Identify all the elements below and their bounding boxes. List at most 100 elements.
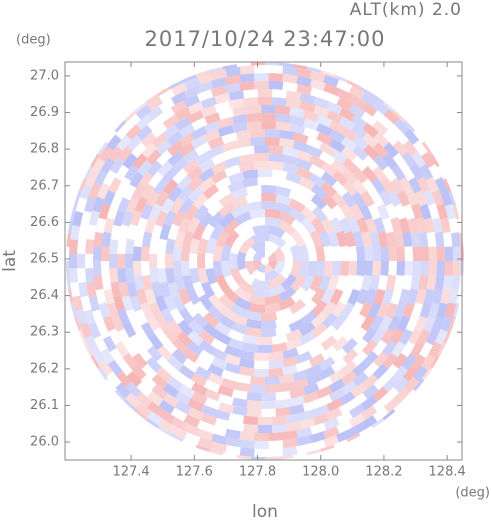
echo-cell bbox=[340, 301, 355, 319]
echo-cell bbox=[177, 288, 192, 305]
echo-cell bbox=[431, 189, 445, 207]
echo-cell bbox=[328, 369, 346, 384]
echo-cell bbox=[367, 203, 381, 220]
echo-cell bbox=[165, 253, 174, 269]
echo-cell bbox=[183, 94, 200, 108]
echo-cell bbox=[114, 340, 130, 358]
y-tick-label: 26.6 bbox=[30, 215, 59, 230]
echo-cell bbox=[159, 281, 172, 298]
echo-cell bbox=[409, 163, 424, 181]
echo-cell bbox=[109, 253, 118, 269]
echo-cell bbox=[298, 261, 309, 278]
echo-cell bbox=[338, 116, 356, 131]
echo-cell bbox=[278, 129, 295, 141]
echo-cell bbox=[336, 97, 353, 111]
echo-cell bbox=[122, 152, 138, 170]
echo-cell bbox=[215, 230, 230, 248]
echo-cell bbox=[173, 261, 183, 277]
echo-cell bbox=[275, 390, 291, 401]
echo-cell bbox=[242, 342, 259, 353]
echo-cell bbox=[197, 428, 214, 442]
echo-cell bbox=[151, 132, 168, 149]
echo-cell bbox=[124, 341, 139, 358]
echo-cell bbox=[369, 274, 381, 291]
y-tick-label: 26.4 bbox=[30, 288, 59, 303]
echo-cell bbox=[244, 309, 262, 321]
echo-cell bbox=[110, 281, 122, 298]
echo-cell bbox=[182, 158, 200, 175]
echo-cell bbox=[172, 295, 186, 313]
echo-cell bbox=[210, 338, 228, 353]
echo-cell bbox=[191, 391, 208, 405]
echo-cell bbox=[224, 164, 241, 178]
echo-cell bbox=[308, 154, 326, 169]
echo-cell bbox=[140, 301, 154, 319]
echo-cell bbox=[431, 217, 443, 234]
echo-cell bbox=[253, 432, 269, 441]
echo-cell bbox=[207, 136, 225, 150]
echo-cell bbox=[285, 90, 302, 101]
echo-cell bbox=[388, 246, 397, 261]
echo-cell bbox=[268, 448, 284, 457]
echo-cell bbox=[141, 142, 158, 159]
echo-cell bbox=[191, 382, 208, 396]
echo-cell bbox=[356, 217, 369, 234]
echo-cell bbox=[352, 230, 364, 247]
echo-cell bbox=[222, 218, 240, 236]
echo-cell bbox=[224, 82, 241, 94]
echo-cell bbox=[336, 411, 353, 425]
echo-cell bbox=[265, 209, 282, 220]
echo-cell bbox=[394, 118, 410, 135]
echo-cell bbox=[423, 288, 435, 305]
echo-cell bbox=[300, 196, 318, 212]
echo-cell bbox=[162, 382, 180, 398]
echo-cell bbox=[133, 261, 142, 276]
echo-cell bbox=[172, 168, 189, 185]
echo-cell bbox=[326, 407, 343, 421]
echo-cell bbox=[183, 85, 201, 99]
echo-cell bbox=[401, 353, 417, 371]
echo-cell bbox=[121, 210, 134, 227]
echo-cell bbox=[209, 223, 225, 241]
echo-cell bbox=[372, 386, 389, 402]
echo-cell bbox=[380, 177, 395, 195]
echo-cell bbox=[372, 261, 381, 276]
echo-cell bbox=[271, 415, 288, 425]
echo-cell bbox=[244, 261, 257, 276]
echo-cell bbox=[221, 369, 238, 382]
echo-cell bbox=[151, 122, 168, 138]
echo-cell bbox=[214, 101, 231, 113]
echo-cell bbox=[369, 231, 381, 248]
echo-cell bbox=[422, 316, 436, 333]
echo-cell bbox=[84, 170, 99, 187]
altitude-label: ALT(km) 2.0 bbox=[350, 0, 462, 20]
echo-cell bbox=[256, 249, 265, 259]
echo-cell bbox=[308, 353, 326, 368]
echo-cell bbox=[376, 301, 390, 319]
echo-cell bbox=[125, 268, 135, 284]
echo-cell bbox=[79, 322, 93, 339]
echo-cell bbox=[197, 253, 206, 269]
echo-cell bbox=[155, 314, 170, 332]
echo-cell bbox=[340, 360, 358, 376]
echo-cell bbox=[242, 334, 258, 345]
echo-cell bbox=[251, 233, 270, 244]
echo-cell bbox=[440, 190, 453, 207]
echo-cell bbox=[171, 82, 188, 96]
echo-cell bbox=[245, 185, 262, 196]
echo-cell bbox=[132, 352, 148, 369]
echo-cell bbox=[310, 287, 326, 305]
echo-cell bbox=[261, 328, 277, 337]
echo-cell bbox=[299, 92, 316, 105]
echo-cell bbox=[268, 225, 286, 238]
echo-cell bbox=[363, 144, 380, 161]
echo-cell bbox=[133, 274, 145, 291]
echo-cell bbox=[425, 329, 440, 346]
echo-cell bbox=[193, 204, 209, 221]
echo-cell bbox=[93, 231, 104, 248]
echo-cell bbox=[350, 114, 368, 130]
echo-cell bbox=[318, 142, 336, 157]
echo-cell bbox=[66, 246, 70, 261]
y-unit: (deg) bbox=[16, 33, 51, 48]
echo-cell bbox=[405, 189, 419, 207]
